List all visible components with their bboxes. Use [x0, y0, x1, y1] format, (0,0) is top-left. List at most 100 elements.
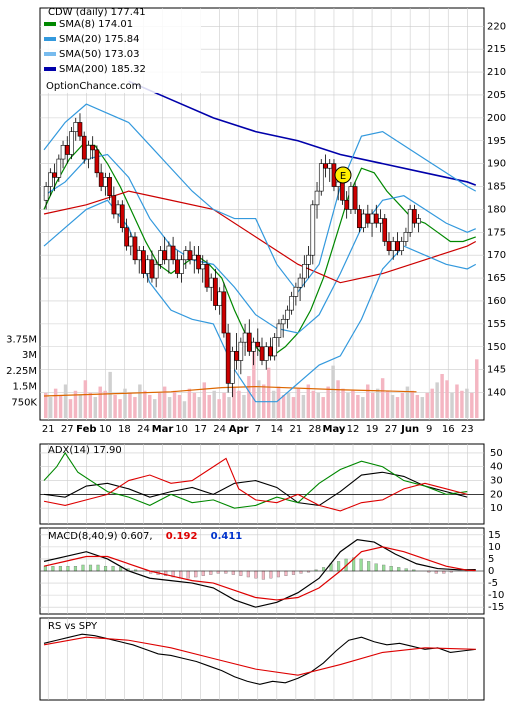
volume-bar — [202, 382, 207, 418]
legend-swatch — [44, 37, 56, 41]
x-tick-label: 18 — [118, 424, 131, 435]
price-tick-label: 210 — [487, 67, 506, 78]
price-tick-label: 195 — [487, 136, 506, 147]
candle-body — [98, 172, 104, 187]
candle-body — [141, 250, 146, 274]
volume-bar — [341, 388, 345, 418]
watermark: OptionChance.com — [46, 81, 141, 92]
macd-histogram-bar — [337, 561, 341, 572]
series-line-sma-20- — [43, 153, 477, 334]
candle-body — [399, 241, 404, 251]
candle-body — [263, 346, 269, 361]
macd-tick-label: -5 — [488, 578, 498, 589]
candle-body — [403, 232, 409, 242]
volume-bar — [113, 394, 117, 418]
x-tick-label: 21 — [289, 424, 302, 435]
candle-body — [60, 145, 66, 160]
candle-body — [407, 209, 413, 233]
price-tick-label: 165 — [487, 273, 506, 284]
rs-line — [43, 633, 476, 685]
candle-body — [170, 245, 176, 261]
candle-body — [52, 172, 57, 178]
candle-body — [175, 259, 180, 274]
volume-bar — [306, 384, 311, 418]
candle-body — [115, 204, 121, 215]
volume-bar — [276, 386, 281, 418]
candle-body — [86, 145, 91, 160]
rs-title: RS vs SPY — [48, 621, 98, 632]
candle-body — [276, 323, 282, 338]
price-tick-label: 205 — [487, 90, 506, 101]
macd-histogram-bar — [231, 570, 235, 575]
candle-body — [255, 341, 261, 348]
macd-histogram-bar — [66, 566, 70, 572]
volume-bar — [356, 394, 360, 418]
volume-bar — [143, 390, 147, 418]
legend-backdrop — [41, 9, 201, 93]
volume-tick-label: 3.75M — [6, 334, 37, 345]
macd-histogram-bar — [254, 570, 258, 579]
candle-body — [348, 186, 354, 210]
candle-body — [191, 254, 197, 261]
macd-histogram-bar — [43, 566, 47, 572]
volume-bar — [93, 397, 98, 418]
volume-bar — [405, 386, 410, 418]
candle-body — [183, 250, 189, 261]
macd-histogram-bar — [216, 570, 220, 574]
candle-body — [196, 254, 201, 270]
x-tick-label: 10 — [175, 424, 188, 435]
candle-body — [382, 218, 388, 242]
candle-body — [111, 195, 117, 215]
volume-bar — [172, 390, 177, 418]
macd-signal-line — [43, 546, 476, 601]
candle-body — [166, 245, 172, 261]
volume-bar — [237, 390, 241, 418]
candle-body — [81, 135, 87, 160]
price-tick-label: 175 — [487, 227, 506, 238]
macd-title: MACD(8,40,9) 0.607, 0.192 0.411 — [48, 531, 242, 542]
candle-body — [369, 213, 375, 224]
volume-bar — [450, 392, 454, 418]
candle-body — [416, 218, 421, 224]
macd-hist-value: 0.411 — [211, 531, 243, 542]
legend-swatch — [44, 22, 56, 26]
volume-bar — [336, 380, 340, 418]
macd-signal-value: 0.192 — [166, 531, 198, 542]
candle-body — [90, 145, 95, 151]
volume-bar — [73, 390, 78, 418]
macd-histogram-bar — [269, 570, 273, 579]
volume-tick-label: 3M — [22, 350, 37, 361]
candle-body — [128, 236, 134, 247]
volume-bar — [232, 386, 236, 418]
legend-swatch — [44, 52, 56, 56]
axis-tick-labels: 1401451501551601651701751801851901952002… — [6, 21, 506, 613]
volume-bar — [271, 390, 276, 418]
volume-bar — [177, 394, 182, 418]
volume-bar — [162, 386, 167, 418]
volume-bar — [326, 386, 330, 418]
price-tick-label: 160 — [487, 296, 506, 307]
candlesticks — [43, 113, 421, 398]
volume-bar — [227, 397, 231, 418]
candle-body — [259, 346, 265, 361]
volume-bar — [316, 392, 320, 418]
candle-body — [242, 332, 248, 343]
candle-body — [238, 341, 244, 361]
macd-histogram-bar — [374, 563, 378, 572]
candle-body — [340, 181, 345, 201]
candle-body — [69, 131, 74, 155]
price-tick-label: 145 — [487, 365, 506, 376]
price-tick-label: 180 — [487, 204, 506, 215]
adx-tick-label: 30 — [490, 476, 503, 487]
candle-body — [221, 291, 227, 334]
volume-bar — [98, 386, 102, 418]
volume-bar — [346, 392, 350, 418]
macd-histogram-bar — [321, 567, 326, 572]
candle-body — [386, 241, 392, 251]
candle-body — [187, 250, 193, 261]
candle-body — [162, 250, 167, 261]
price-tick-label: 190 — [487, 159, 506, 170]
macd-histogram-bar — [224, 570, 228, 574]
volume-bar — [371, 392, 375, 418]
series-line-bb-upper — [43, 103, 477, 293]
